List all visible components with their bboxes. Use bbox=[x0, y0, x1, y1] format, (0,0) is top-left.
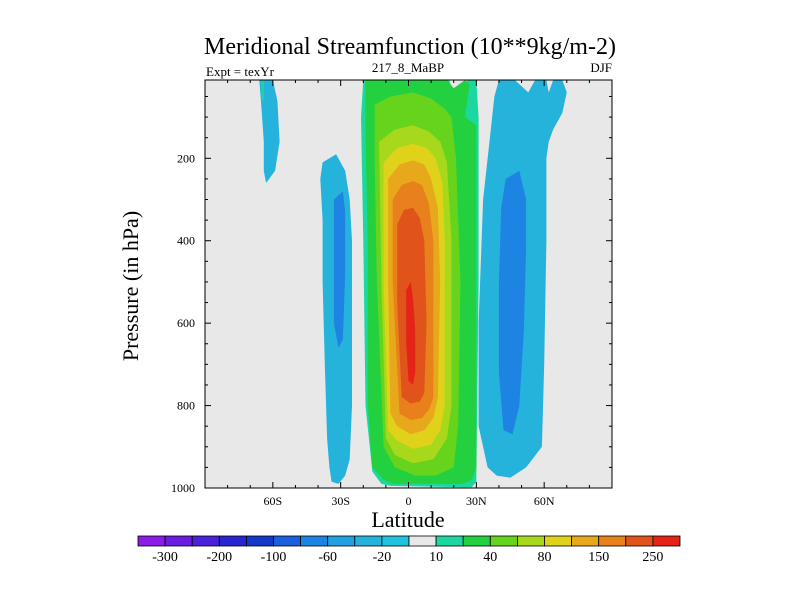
y-tick-label: 1000 bbox=[171, 481, 195, 495]
chart-title: Meridional Streamfunction (10**9kg/m-2) bbox=[204, 34, 616, 60]
colorbar-swatch bbox=[571, 535, 600, 547]
x-tick-label: 30S bbox=[331, 494, 350, 508]
contour-region-positive_250 bbox=[406, 281, 416, 385]
colorbar-swatch bbox=[625, 535, 654, 547]
colorbar-swatch bbox=[435, 535, 464, 547]
colorbar-swatch bbox=[300, 535, 329, 547]
colorbar-label: 80 bbox=[538, 550, 552, 565]
x-tick-label: 0 bbox=[406, 494, 412, 508]
contour-region-negative_moderate bbox=[498, 170, 527, 435]
y-axis-label: Pressure (in hPa) bbox=[118, 211, 143, 361]
colorbar-swatch bbox=[191, 535, 220, 547]
colorbar-swatch bbox=[327, 535, 356, 547]
colorbar-swatch bbox=[137, 535, 166, 547]
colorbar-swatch bbox=[381, 535, 410, 547]
colorbar-label: 40 bbox=[483, 550, 497, 565]
colorbar-label: -60 bbox=[318, 550, 337, 565]
contour-region-positive_weak bbox=[261, 80, 264, 101]
colorbar-label: -200 bbox=[206, 550, 232, 565]
colorbar-swatch bbox=[245, 535, 274, 547]
y-tick-label: 400 bbox=[177, 234, 195, 248]
colorbar-swatch bbox=[652, 535, 681, 547]
colorbar-label: 10 bbox=[429, 550, 443, 565]
x-axis-label: Latitude bbox=[371, 507, 444, 532]
colorbar-swatch bbox=[462, 535, 491, 547]
colorbar-label: -100 bbox=[261, 550, 287, 565]
y-tick-label: 800 bbox=[177, 399, 195, 413]
colorbar-swatch bbox=[354, 535, 383, 547]
colorbar-swatch bbox=[273, 535, 302, 547]
contour-region-negative_weak bbox=[259, 80, 280, 183]
colorbar-swatch bbox=[218, 535, 247, 547]
x-tick-label: 60N bbox=[534, 494, 555, 508]
colorbar-label: 250 bbox=[642, 550, 663, 565]
colorbar-swatch bbox=[164, 535, 193, 547]
x-tick-label: 30N bbox=[466, 494, 487, 508]
colorbar-swatch bbox=[544, 535, 573, 547]
colorbar: -300 -200 -100 -60 -20 10 40 80 150 250 bbox=[137, 535, 681, 565]
chart-subtitle-left: Expt = texYr bbox=[206, 64, 275, 79]
colorbar-label: -20 bbox=[373, 550, 392, 565]
contour-region-negative_moderate bbox=[333, 191, 346, 348]
x-tick-label: 60S bbox=[263, 494, 282, 508]
colorbar-swatch bbox=[489, 535, 518, 547]
colorbar-swatch bbox=[517, 535, 545, 547]
chart-subtitle-center: 217_8_MaBP bbox=[372, 60, 444, 75]
chart-subtitle-right: DJF bbox=[590, 60, 612, 75]
colorbar-swatch bbox=[598, 535, 627, 547]
colorbar-label: 150 bbox=[588, 550, 609, 565]
plot-area: 60S 30S 0 30N 60N 200 400 600 800 1000 bbox=[171, 79, 613, 508]
y-tick-label: 600 bbox=[177, 316, 195, 330]
colorbar-swatch bbox=[408, 535, 437, 547]
y-tick-label: 200 bbox=[177, 151, 195, 165]
contour-layer bbox=[259, 80, 567, 488]
tick-layer: 60S 30S 0 30N 60N 200 400 600 800 1000 bbox=[171, 80, 612, 508]
colorbar-label: -300 bbox=[152, 550, 178, 565]
